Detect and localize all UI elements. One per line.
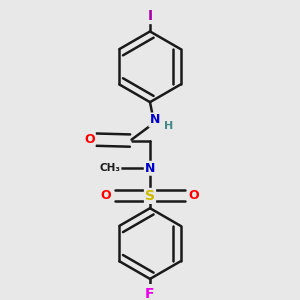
Text: O: O — [189, 189, 199, 203]
Text: O: O — [101, 189, 111, 203]
Text: S: S — [145, 189, 155, 203]
Text: I: I — [147, 9, 153, 23]
Text: N: N — [149, 113, 160, 127]
Text: F: F — [145, 287, 155, 300]
Text: N: N — [145, 162, 155, 175]
Text: CH₃: CH₃ — [100, 163, 121, 173]
Text: H: H — [164, 121, 173, 130]
Text: O: O — [84, 133, 95, 146]
